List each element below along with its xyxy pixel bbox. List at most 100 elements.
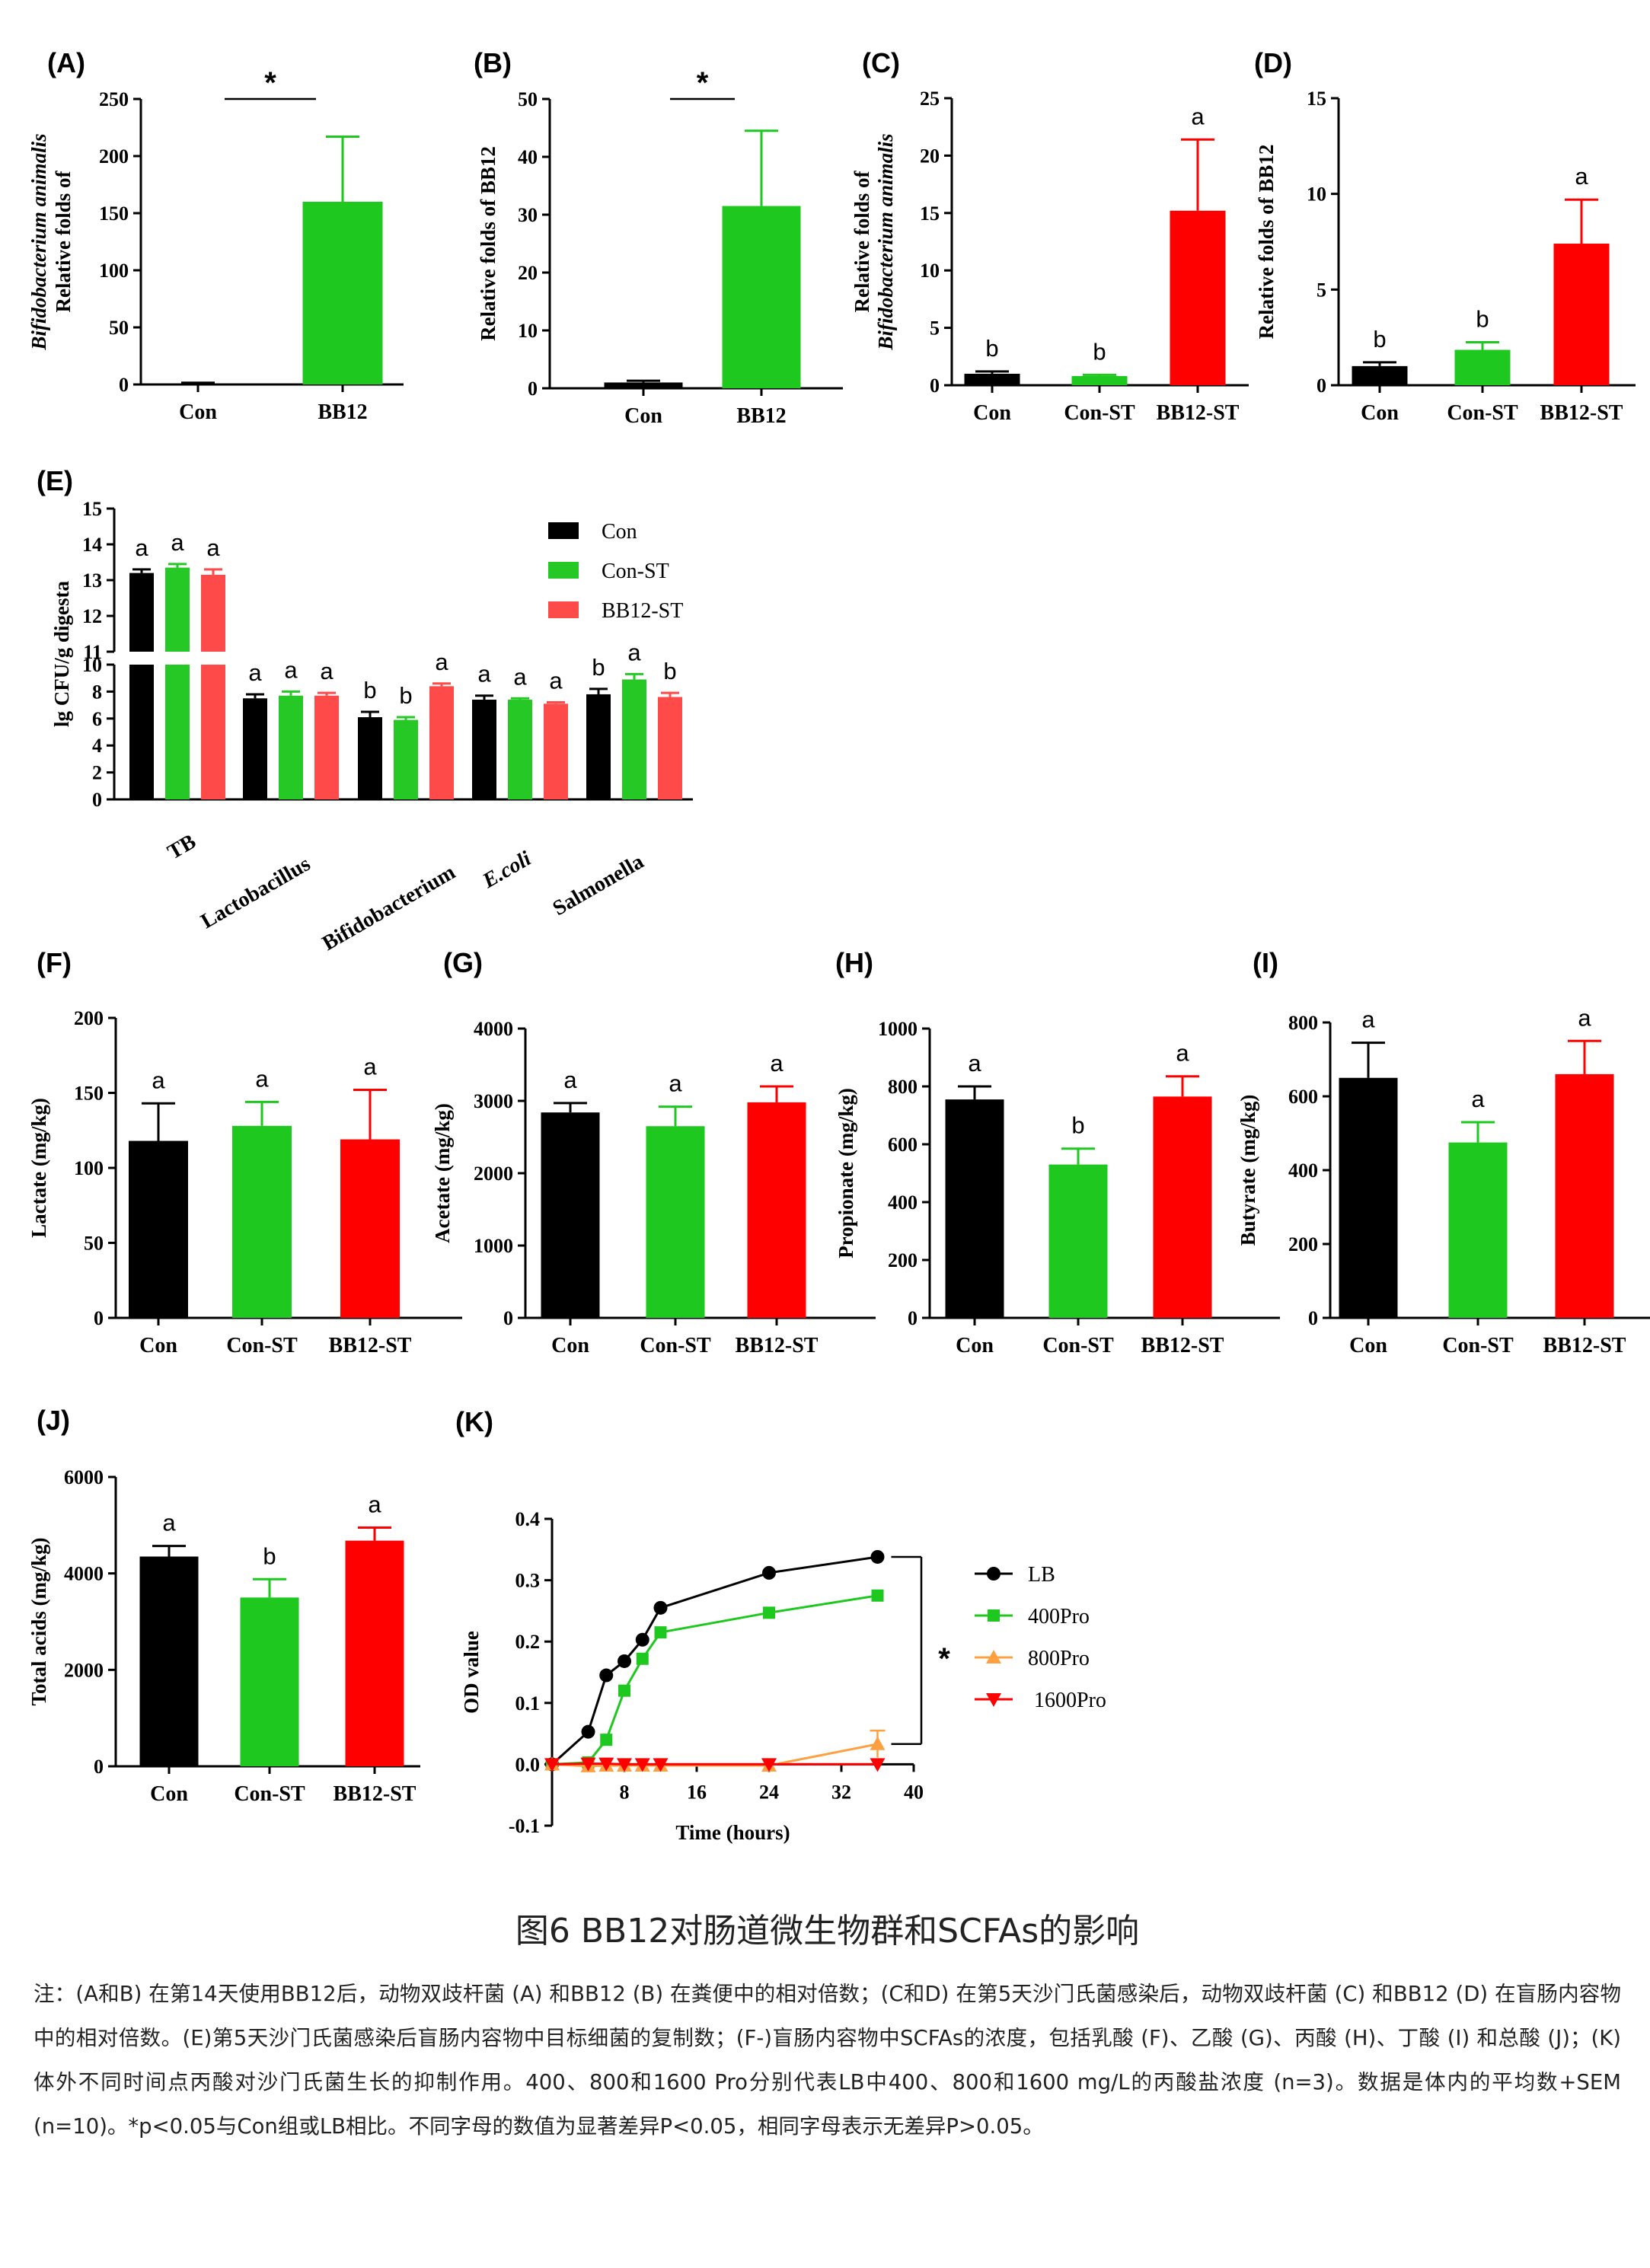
- significance-letter: b: [1093, 338, 1106, 365]
- y-tick-label: 40: [518, 146, 538, 168]
- category-label-con-st: Con-ST: [640, 1334, 711, 1357]
- category-label: Bifidobacterium: [318, 860, 459, 955]
- y-tick-label: 0: [119, 374, 129, 396]
- y-tick-label: 0: [503, 1307, 513, 1329]
- panel-h: (H) 0 200 400 600 800 1000 Propionate (mg/kg) Co…: [835, 947, 1280, 1357]
- category-label-con-st: Con-ST: [1064, 401, 1135, 425]
- legend-marker: [988, 1609, 1000, 1622]
- panel-label: (I): [1253, 947, 1278, 978]
- legend-marker: [987, 1567, 1001, 1581]
- y-tick-label: 2: [92, 762, 102, 784]
- significance-letter: b: [1476, 305, 1489, 332]
- significance-letter: a: [320, 658, 334, 684]
- y-tick-label: 150: [99, 203, 129, 225]
- significance-star: *: [264, 66, 276, 100]
- bar-con-st: [232, 1125, 292, 1318]
- category-label-con-st: Con-ST: [234, 1782, 305, 1806]
- y-tick-label: 4: [92, 735, 102, 757]
- data-point: [761, 1758, 777, 1772]
- panel-label: (B): [474, 47, 512, 78]
- significance-letter: a: [549, 668, 563, 694]
- category-label-bb12-st: BB12-ST: [736, 1334, 819, 1357]
- y-tick-label: 50: [109, 317, 129, 339]
- bar-bb12-st: [429, 686, 454, 799]
- bar-con: [129, 1140, 188, 1318]
- legend-swatch: [548, 522, 579, 539]
- y-tick-label: 2000: [474, 1163, 513, 1185]
- panel-a: (A) 0 50 100 150 200 250 Relative folds ofBifid…: [27, 47, 404, 424]
- significance-letter: b: [592, 654, 605, 681]
- data-point: [634, 1758, 650, 1772]
- category-label-con: Con: [139, 1334, 177, 1357]
- category-label-bb12-st: BB12-ST: [1141, 1334, 1224, 1357]
- panel-i: (I) 0 200 400 600 800 Butyrate (mg/kg) Con a Con-…: [1237, 947, 1650, 1357]
- series-line-lb: [551, 1555, 878, 1766]
- panel-b: (B) 0 10 20 30 40 50 Relative folds of BB12 Con B…: [474, 47, 843, 428]
- y-tick-label: 5: [1316, 279, 1326, 301]
- panel-g: (G) 0 1000 2000 3000 4000 Acetate (mg/kg) Con a C…: [431, 947, 876, 1357]
- bar-con: [945, 1099, 1004, 1318]
- panel-label: (H): [835, 947, 873, 978]
- y-tick-label: 800: [1288, 1012, 1318, 1034]
- bar-con: [586, 694, 611, 799]
- legend-label: 800Pro: [1028, 1647, 1090, 1670]
- y-tick-label: 4000: [64, 1563, 104, 1585]
- data-point: [654, 1626, 667, 1639]
- y-tick-label: 400: [1288, 1160, 1318, 1182]
- category-label-con: Con: [150, 1782, 188, 1806]
- data-point: [618, 1684, 630, 1697]
- y-tick-label: 600: [1288, 1086, 1318, 1108]
- significance-letter: a: [477, 661, 491, 687]
- bar-con: [139, 1556, 199, 1766]
- y-tick-label: 20: [920, 145, 940, 167]
- bar-con-st: [508, 700, 532, 799]
- y-tick-label: 0: [1308, 1307, 1318, 1329]
- y-tick-label: 10: [1307, 183, 1326, 206]
- y-tick-label: 12: [82, 605, 102, 627]
- y-tick-label: 0.3: [515, 1570, 541, 1592]
- y-tick-label: 0.1: [515, 1692, 541, 1715]
- significance-letter: b: [399, 682, 412, 709]
- significance-letter: a: [363, 1054, 377, 1080]
- y-tick-label: 13: [82, 569, 102, 592]
- y-tick-label: 0: [92, 789, 102, 811]
- y-tick-label: 15: [920, 203, 940, 225]
- category-label-con: Con: [1361, 401, 1399, 425]
- x-tick-label: 40: [904, 1781, 924, 1803]
- y-tick-label: 5: [930, 317, 940, 340]
- bar-con-st: [1454, 349, 1511, 385]
- significance-letter: a: [513, 663, 527, 690]
- category-label-con: Con: [551, 1334, 589, 1357]
- category-label-con-st: Con-ST: [1042, 1334, 1114, 1357]
- legend-swatch: [548, 601, 579, 618]
- category-label: Lactobacillus: [197, 852, 314, 933]
- data-point: [544, 1758, 560, 1772]
- significance-letter: a: [1176, 1040, 1189, 1067]
- bar-bb12-st: [1555, 1073, 1614, 1318]
- significance-letter: a: [669, 1070, 682, 1097]
- y-tick-label: 0: [94, 1307, 104, 1329]
- y-tick-label: 1000: [474, 1235, 513, 1257]
- bar-con-upper: [129, 573, 154, 652]
- y-tick-label: 50: [518, 88, 538, 110]
- panel-j: (J) 0 2000 4000 6000 Total acids (mg/kg) Con a C…: [27, 1405, 420, 1806]
- y-tick-label: 0: [908, 1307, 918, 1329]
- category-label-con-st: Con-ST: [1442, 1334, 1514, 1357]
- significance-letter: a: [1361, 1006, 1375, 1033]
- bar-bb12-st: [201, 665, 225, 799]
- data-point: [871, 1589, 884, 1602]
- y-tick-label: 3000: [474, 1090, 513, 1112]
- y-tick-label: 200: [74, 1007, 104, 1029]
- data-point: [580, 1757, 596, 1772]
- category-label-con: Con: [956, 1334, 994, 1357]
- legend-marker: [986, 1650, 1001, 1664]
- bar-con-st: [622, 679, 646, 799]
- y-tick-label: 8: [92, 681, 102, 703]
- legend-label: BB12-ST: [602, 599, 683, 623]
- legend-e: Con Con-ST BB12-ST: [548, 520, 683, 623]
- y-axis-label: Bifidobacterium animalis: [27, 133, 50, 350]
- y-tick-label: 10: [82, 654, 102, 676]
- y-axis-label: Relative folds of BB12: [1255, 145, 1278, 340]
- bar-bb12-st: [1153, 1096, 1212, 1318]
